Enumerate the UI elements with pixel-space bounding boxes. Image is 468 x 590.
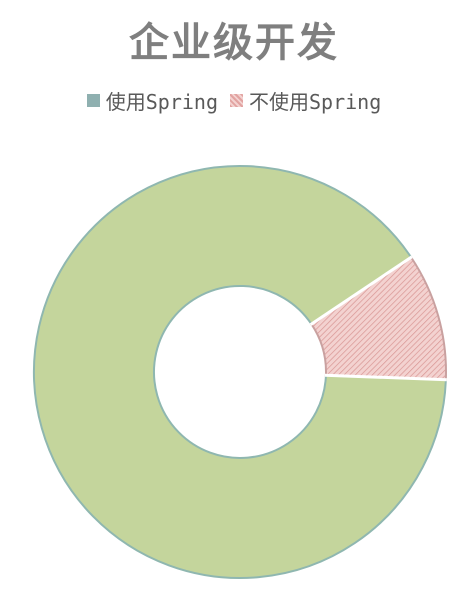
slice-separator-1 [324,373,447,382]
legend-label-use-spring: 使用Spring [105,90,218,114]
donut-slice-use-spring[interactable] [33,165,447,579]
legend-item-use-spring[interactable]: 使用Spring [86,86,218,115]
legend-item-no-spring[interactable]: 不使用Spring [230,86,381,115]
slice-separator-0 [309,255,413,326]
legend-swatch-use-spring [86,94,100,107]
chart-title: 企业级开发 [129,20,339,66]
legend: 使用Spring 不使用Spring [0,86,468,115]
legend-swatch-no-spring [230,94,243,107]
legend-label-no-spring: 不使用Spring [249,90,382,114]
